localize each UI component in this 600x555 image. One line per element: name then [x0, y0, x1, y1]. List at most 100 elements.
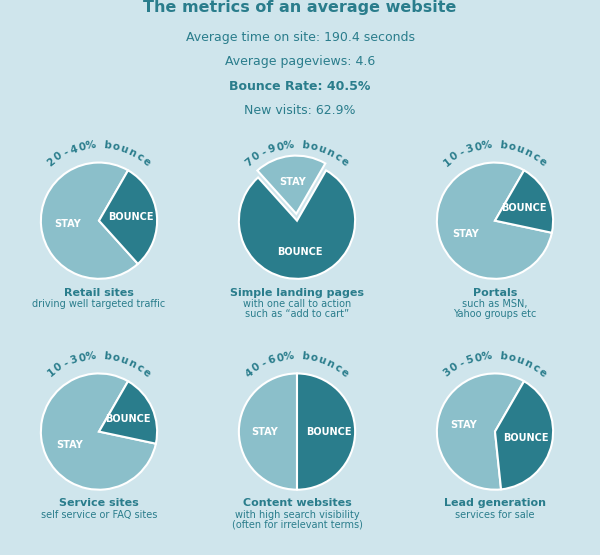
Wedge shape — [99, 170, 157, 264]
Text: 1: 1 — [442, 156, 454, 168]
Text: o: o — [112, 142, 121, 153]
Wedge shape — [239, 374, 297, 490]
Text: The metrics of an average website: The metrics of an average website — [143, 0, 457, 15]
Text: services for sale: services for sale — [455, 510, 535, 520]
Wedge shape — [495, 170, 553, 233]
Text: o: o — [310, 352, 319, 364]
Text: 3: 3 — [442, 367, 454, 379]
Text: BOUNCE: BOUNCE — [108, 213, 154, 223]
Text: Yahoo groups etc: Yahoo groups etc — [454, 309, 536, 319]
Text: -: - — [458, 147, 466, 158]
Text: %: % — [283, 351, 294, 362]
Text: 0: 0 — [53, 151, 64, 163]
Text: Bounce Rate: 40.5%: Bounce Rate: 40.5% — [229, 80, 371, 93]
Text: e: e — [338, 367, 350, 379]
Text: self service or FAQ sites: self service or FAQ sites — [41, 510, 157, 520]
Text: o: o — [508, 352, 517, 364]
Text: 0: 0 — [53, 362, 64, 374]
Text: b: b — [301, 140, 310, 151]
Text: Average pageviews: 4.6: Average pageviews: 4.6 — [225, 56, 375, 68]
Text: e: e — [338, 156, 350, 168]
Text: -: - — [62, 358, 70, 369]
Text: e: e — [140, 367, 152, 379]
Text: Simple landing pages: Simple landing pages — [230, 287, 364, 297]
Text: (often for irrelevant terms): (often for irrelevant terms) — [232, 520, 362, 530]
Text: u: u — [515, 355, 526, 366]
Text: Retail sites: Retail sites — [64, 287, 134, 297]
Text: BOUNCE: BOUNCE — [278, 248, 323, 258]
Text: b: b — [499, 351, 508, 362]
Text: Service sites: Service sites — [59, 498, 139, 508]
Text: e: e — [536, 156, 548, 168]
Text: 0: 0 — [473, 142, 482, 153]
Text: Lead generation: Lead generation — [444, 498, 546, 508]
Text: 0: 0 — [77, 142, 86, 153]
Text: 1: 1 — [46, 367, 58, 379]
Text: %: % — [85, 140, 96, 151]
Wedge shape — [257, 155, 325, 214]
Text: %: % — [283, 140, 294, 151]
Text: b: b — [103, 351, 112, 362]
Text: 0: 0 — [449, 151, 460, 163]
Text: 3: 3 — [464, 144, 475, 155]
Text: Portals: Portals — [473, 287, 517, 297]
Wedge shape — [297, 374, 355, 490]
Text: STAY: STAY — [452, 229, 479, 239]
Text: 0: 0 — [251, 362, 262, 374]
Text: n: n — [127, 147, 137, 159]
Text: 6: 6 — [266, 355, 277, 366]
Text: c: c — [530, 151, 541, 163]
Text: c: c — [332, 151, 343, 163]
Text: %: % — [481, 351, 492, 362]
Wedge shape — [41, 163, 138, 279]
Text: b: b — [499, 140, 508, 151]
Text: -: - — [62, 147, 70, 158]
Text: Average time on site: 190.4 seconds: Average time on site: 190.4 seconds — [185, 31, 415, 44]
Text: 4: 4 — [244, 367, 256, 379]
Text: Content websites: Content websites — [242, 498, 352, 508]
Text: 4: 4 — [68, 144, 79, 155]
Text: -: - — [458, 358, 466, 369]
Text: BOUNCE: BOUNCE — [502, 203, 547, 213]
Text: -: - — [260, 147, 268, 158]
Text: b: b — [301, 351, 310, 362]
Text: -: - — [260, 358, 268, 369]
Text: n: n — [523, 147, 533, 159]
Text: b: b — [103, 140, 112, 151]
Text: %: % — [481, 140, 492, 151]
Text: u: u — [119, 355, 130, 366]
Text: 5: 5 — [464, 355, 475, 366]
Text: BOUNCE: BOUNCE — [503, 433, 549, 443]
Text: 7: 7 — [244, 156, 256, 168]
Text: n: n — [325, 357, 335, 370]
Wedge shape — [41, 374, 156, 490]
Wedge shape — [437, 374, 524, 490]
Text: n: n — [523, 357, 533, 370]
Text: STAY: STAY — [56, 440, 83, 450]
Text: New visits: 62.9%: New visits: 62.9% — [244, 104, 356, 117]
Text: 0: 0 — [275, 352, 284, 364]
Wedge shape — [99, 381, 157, 443]
Text: u: u — [317, 355, 328, 366]
Text: e: e — [140, 156, 152, 168]
Text: STAY: STAY — [451, 420, 477, 430]
Text: with high search visibility: with high search visibility — [235, 510, 359, 520]
Text: o: o — [310, 142, 319, 153]
Text: %: % — [85, 351, 96, 362]
Text: with one call to action: with one call to action — [243, 299, 351, 309]
Text: STAY: STAY — [251, 427, 278, 437]
Text: 0: 0 — [275, 142, 284, 153]
Text: 0: 0 — [251, 151, 262, 163]
Text: 2: 2 — [46, 156, 58, 168]
Text: o: o — [508, 142, 517, 153]
Text: driving well targeted traffic: driving well targeted traffic — [32, 299, 166, 309]
Text: STAY: STAY — [280, 177, 307, 187]
Text: n: n — [325, 147, 335, 159]
Text: e: e — [536, 367, 548, 379]
Text: such as “add to cart”: such as “add to cart” — [245, 309, 349, 319]
Text: c: c — [134, 362, 145, 374]
Text: n: n — [127, 357, 137, 370]
Text: c: c — [134, 151, 145, 163]
Text: 0: 0 — [449, 362, 460, 374]
Wedge shape — [239, 170, 355, 279]
